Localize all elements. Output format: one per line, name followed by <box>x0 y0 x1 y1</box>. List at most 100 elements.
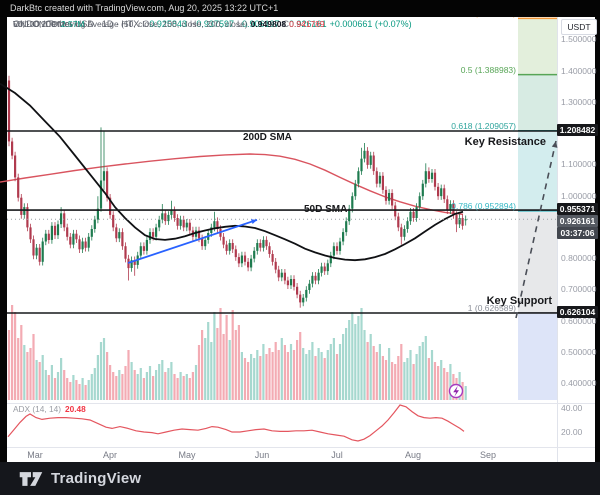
volume-bar <box>308 350 311 400</box>
candle-body <box>130 260 133 268</box>
candle-body <box>286 280 289 286</box>
candle-body <box>204 239 207 247</box>
candle-body <box>170 210 173 215</box>
volume-bar <box>354 324 357 400</box>
volume-bar <box>403 362 406 400</box>
volume-bar <box>201 330 204 400</box>
volume-bar <box>29 348 32 400</box>
candle-body <box>41 241 44 262</box>
fib-band <box>518 74 557 131</box>
adx-line <box>7 404 465 442</box>
volume-bar <box>412 364 415 400</box>
candle-body <box>210 227 213 233</box>
candle-body <box>311 275 314 284</box>
candle-body <box>38 247 41 262</box>
volume-bar <box>369 334 372 400</box>
volume-bar <box>185 374 188 400</box>
candle-body <box>342 232 345 242</box>
candle-body <box>397 216 400 228</box>
candle-body <box>384 189 388 201</box>
price-axis-pane[interactable] <box>558 17 595 462</box>
lightning-emoji[interactable] <box>448 383 464 399</box>
candle-body <box>231 243 234 250</box>
volume-bar <box>102 338 106 400</box>
candle-body <box>320 266 323 273</box>
volume-bar <box>99 342 103 400</box>
candle-body <box>17 177 20 198</box>
candle-body <box>179 219 182 226</box>
volume-bar <box>121 374 124 400</box>
tradingview-logo-text[interactable]: TradingView <box>51 470 142 487</box>
volume-bar <box>66 378 69 400</box>
volume-bar <box>109 365 112 400</box>
candle-body <box>60 213 63 225</box>
volume-bar <box>391 362 394 400</box>
candle-body <box>403 229 406 237</box>
candle-body <box>53 225 57 236</box>
candle-body <box>115 227 118 239</box>
volume-bar <box>23 345 26 400</box>
candle-body <box>47 233 50 240</box>
volume-bar <box>145 372 148 400</box>
candle-body <box>430 172 434 179</box>
volume-bar <box>7 330 11 400</box>
candle-body <box>234 249 237 258</box>
candle-body <box>78 239 81 250</box>
volume-bar <box>210 342 213 400</box>
volume-bar <box>53 378 57 400</box>
candle-body <box>182 219 185 228</box>
volume-bar <box>381 356 384 400</box>
candle-body <box>418 196 421 208</box>
volume-bar <box>112 372 115 400</box>
volume-bar <box>133 370 136 400</box>
volume-bar <box>363 330 366 400</box>
candle-body <box>437 186 440 197</box>
volume-bar <box>32 334 35 400</box>
volume-bar <box>234 330 237 400</box>
volume-bar <box>127 350 130 400</box>
volume-bar <box>213 312 216 400</box>
candle-body <box>161 213 164 220</box>
volume-bar <box>84 385 87 400</box>
volume-bar <box>433 362 437 400</box>
candle-body <box>394 205 397 217</box>
candle-body <box>185 222 188 228</box>
fib-band <box>518 18 557 75</box>
volume-bar <box>449 364 452 400</box>
tradingview-logo-icon <box>19 471 43 486</box>
volume-bar <box>161 360 164 400</box>
candle-body <box>271 254 274 262</box>
candle-body <box>66 227 69 237</box>
candle-body <box>84 241 87 248</box>
currency-toggle-button[interactable]: USDT <box>561 19 597 35</box>
volume-bar <box>384 360 388 400</box>
branding-bar: TradingView <box>0 462 600 495</box>
candle-body <box>158 219 161 228</box>
volume-bar <box>17 338 20 400</box>
candle-body <box>87 236 90 248</box>
volume-bar <box>179 372 182 400</box>
candle-body <box>124 246 127 259</box>
volume-bar <box>400 344 403 400</box>
volume-bar <box>250 354 253 400</box>
projection-dashed-arrow[interactable] <box>515 140 557 319</box>
candle-body <box>69 236 72 245</box>
candle-body <box>133 260 136 265</box>
volume-bar <box>335 354 339 400</box>
candle-body <box>259 243 262 248</box>
volume-bar <box>81 378 84 400</box>
volume-bar <box>345 328 348 400</box>
candle-body <box>443 188 446 200</box>
volume-bar <box>311 342 314 400</box>
volume-bar <box>427 358 430 400</box>
candle-body <box>354 183 357 197</box>
candle-body <box>106 171 109 198</box>
trendline[interactable] <box>127 219 258 264</box>
candle-body <box>109 197 112 215</box>
candle-body <box>446 199 449 211</box>
volume-bar <box>406 358 409 400</box>
candle-body <box>406 221 409 229</box>
volume-bar <box>194 365 198 400</box>
candle-body <box>243 255 247 262</box>
